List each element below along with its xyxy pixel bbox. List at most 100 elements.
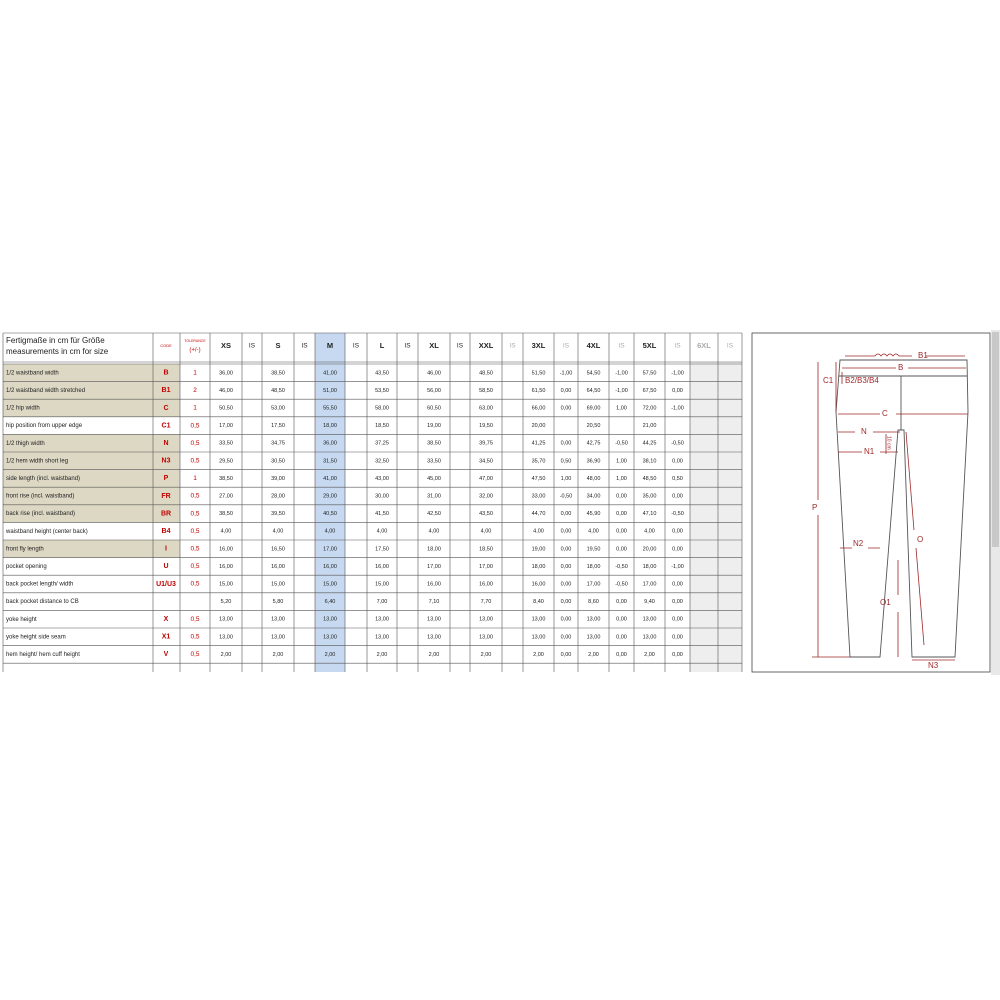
cell-value: 0,00	[672, 581, 683, 587]
header-size: IS	[457, 343, 464, 350]
row-label: side length (incl. waistband)	[6, 476, 80, 482]
cell-value: 58,50	[479, 388, 493, 394]
code-cell-bg	[153, 540, 180, 558]
label-cell-bg	[3, 452, 153, 470]
cell-value: -0,50	[671, 511, 684, 517]
dim-c1	[835, 362, 843, 412]
cell-value: 0,00	[561, 405, 572, 411]
scrollbar-thumb[interactable]	[992, 332, 999, 547]
cell-value: 13,00	[323, 617, 337, 623]
cell-value: 0,00	[672, 458, 683, 464]
row-label: back pocket length/ width	[6, 582, 73, 588]
cell-value: 69,00	[587, 405, 601, 411]
cell-value: 63,00	[479, 405, 493, 411]
cell-value: 38,50	[219, 511, 233, 517]
cell-value: 33,50	[427, 458, 441, 464]
row-label: 1/2 hip width	[6, 406, 40, 412]
cell-value: 57,50	[643, 370, 657, 376]
pants-diagram: B1 B C1 B2/B3/B4 C N 10 cm N1 P N2 O O1 …	[751, 332, 991, 673]
header-size: M	[327, 341, 333, 350]
cell-value: 60,50	[427, 405, 441, 411]
row-label: yoke height	[6, 617, 37, 623]
m-column-bg	[315, 333, 345, 672]
cell-value: 17,00	[219, 423, 233, 429]
header-code: CODE	[160, 343, 172, 348]
cell-value: 16,00	[219, 546, 233, 552]
cell-value: 2,00	[481, 652, 492, 658]
cell-value: 42,50	[427, 511, 441, 517]
cell-value: 0,00	[561, 388, 572, 394]
cell-value: 0,00	[561, 617, 572, 623]
cell-value: 47,00	[479, 476, 493, 482]
label-b2: B2/B3/B4	[845, 376, 879, 385]
cell-value: 2,00	[533, 652, 544, 658]
cell-value: 29,00	[323, 493, 337, 499]
cell-value: 42,75	[587, 441, 601, 447]
cell-value: -1,00	[615, 388, 628, 394]
cell-value: 17,00	[643, 581, 657, 587]
header-size: 6XL	[697, 341, 711, 350]
row-code: N3	[162, 458, 171, 465]
row-label: 1/2 hem width short leg	[6, 458, 68, 464]
cell-value: 13,00	[643, 617, 657, 623]
cell-value: 9,40	[644, 599, 655, 605]
row-code: C	[163, 405, 168, 412]
cell-value: 13,00	[375, 617, 389, 623]
cell-value: 1,00	[616, 405, 627, 411]
cell-value: 19,00	[532, 546, 546, 552]
cell-value: 2,00	[644, 652, 655, 658]
cell-value: 30,00	[375, 493, 389, 499]
header-size: L	[380, 341, 385, 350]
label-cell-bg	[3, 364, 153, 382]
row-code: B4	[162, 528, 171, 535]
row-tolerance: 0,5	[190, 458, 199, 465]
cell-value: 5,20	[221, 599, 232, 605]
cell-value: -0,50	[615, 581, 628, 587]
cell-value: 4,00	[644, 529, 655, 535]
row-tolerance: 0,5	[190, 528, 199, 535]
cell-value: 41,00	[323, 476, 337, 482]
row-label: 1/2 waistband width	[6, 370, 59, 376]
row-tolerance: 0,5	[190, 510, 199, 517]
cell-value: 1,00	[616, 476, 627, 482]
cell-value: 0,00	[672, 599, 683, 605]
header-title: measurements in cm for size	[6, 347, 109, 356]
row-tolerance: 0,5	[190, 493, 199, 500]
header-size: IS	[249, 343, 256, 350]
cell-value: 7,00	[377, 599, 388, 605]
row-code: P	[164, 475, 169, 482]
cell-value: 0,50	[561, 458, 572, 464]
cell-value: 17,00	[427, 564, 441, 570]
cell-value: -1,00	[560, 370, 573, 376]
cell-value: 13,00	[219, 634, 233, 640]
cell-value: 4,00	[588, 529, 599, 535]
cell-value: 38,50	[219, 476, 233, 482]
cell-value: 0,00	[616, 599, 627, 605]
header-size: XL	[429, 341, 439, 350]
header-size: IS	[353, 343, 360, 350]
cell-value: 34,50	[479, 458, 493, 464]
row-label: 1/2 waistband width stretched	[6, 388, 85, 394]
header-size: XS	[221, 341, 231, 350]
cell-value: 0,00	[616, 617, 627, 623]
row-code: N	[163, 440, 168, 447]
cell-value: 0,50	[672, 476, 683, 482]
cell-value: 33,00	[532, 493, 546, 499]
row-tolerance: 0,5	[190, 440, 199, 447]
waistband-lines	[839, 375, 967, 430]
cell-value: 4,00	[377, 529, 388, 535]
cell-value: 29,50	[219, 458, 233, 464]
cell-value: 37,25	[375, 441, 389, 447]
cell-value: 8,40	[533, 599, 544, 605]
row-tolerance: 1	[193, 370, 197, 377]
cell-value: -0,50	[671, 441, 684, 447]
cell-value: 0,00	[616, 634, 627, 640]
cell-value: 21,00	[643, 423, 657, 429]
header-size: IS	[727, 343, 734, 350]
header-size: 4XL	[587, 341, 601, 350]
row-code: B1	[162, 387, 171, 394]
cell-value: 45,90	[587, 511, 601, 517]
header-size: IS	[404, 343, 411, 350]
cell-value: 38,10	[643, 458, 657, 464]
